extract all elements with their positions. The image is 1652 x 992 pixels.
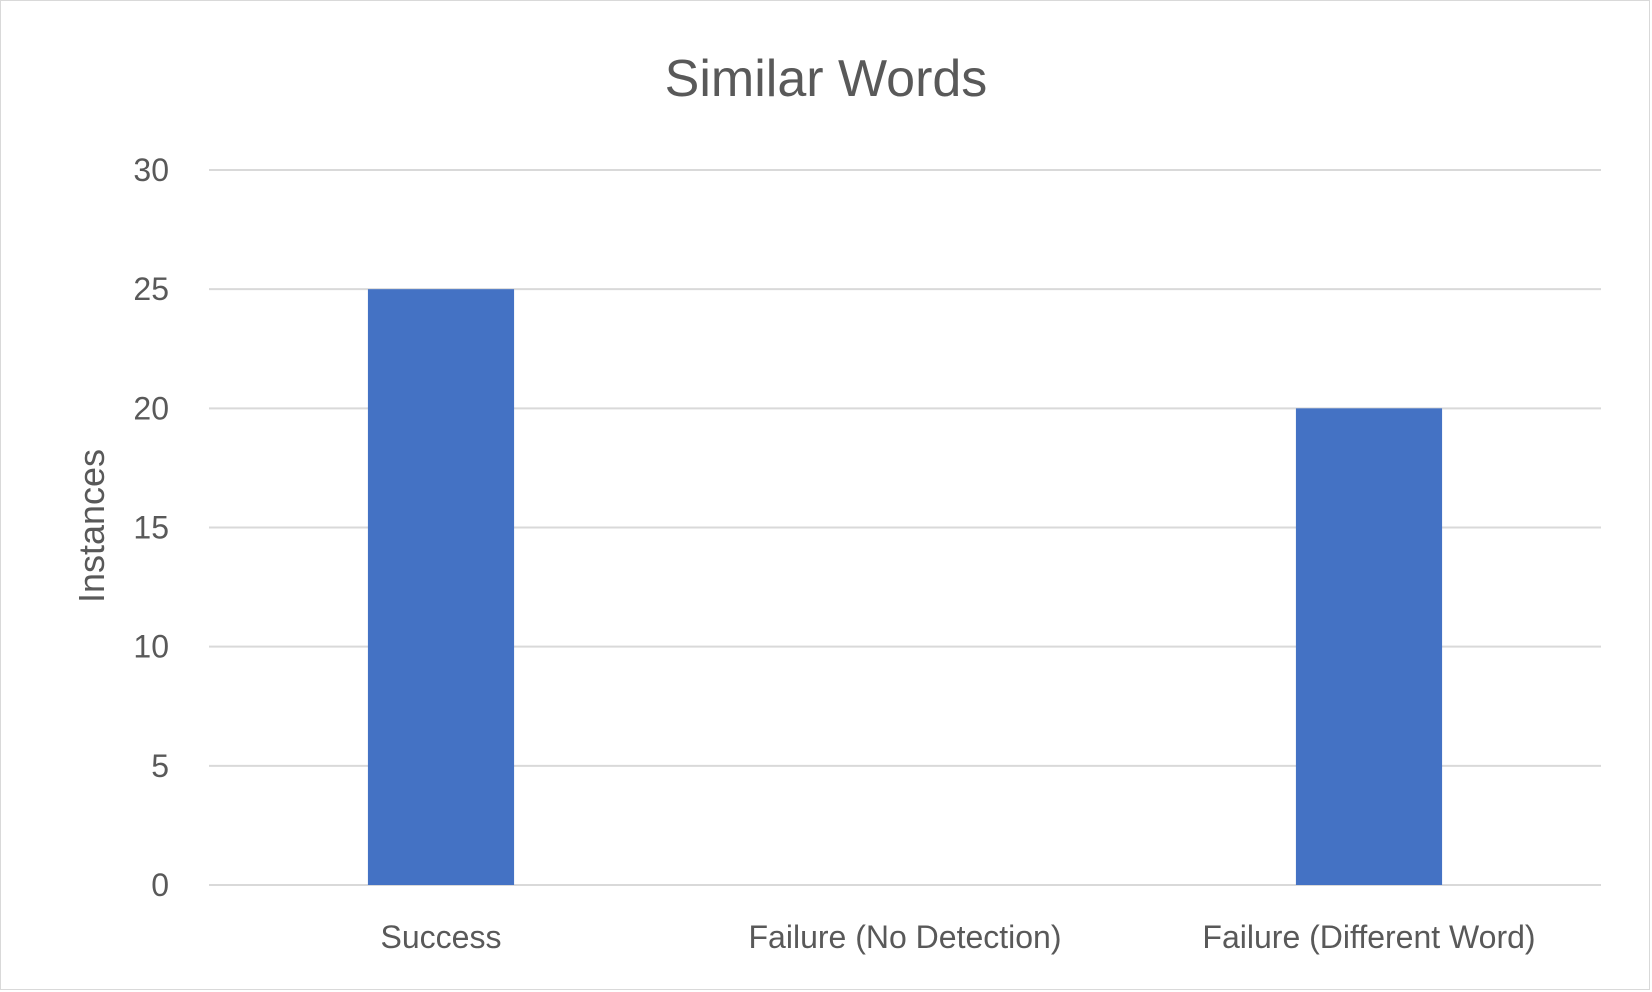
- bar: [1295, 408, 1443, 885]
- y-tick-label: 30: [133, 152, 169, 188]
- y-tick-label: 0: [151, 867, 169, 903]
- y-tick-label: 20: [133, 390, 169, 426]
- chart-title: Similar Words: [665, 50, 988, 108]
- y-tick-label: 15: [133, 510, 169, 546]
- y-axis-title: Instances: [71, 449, 112, 603]
- bars: [367, 289, 1443, 886]
- bar: [367, 289, 515, 886]
- x-axis-ticks: Success Failure (No Detection) Failure (Di…: [381, 919, 1536, 955]
- y-tick-label: 25: [133, 271, 169, 307]
- x-tick-label: Failure (Different Word): [1202, 919, 1535, 955]
- y-axis-ticks: 0 5 10 15 20 25 30: [133, 152, 169, 903]
- y-tick-label: 10: [133, 629, 169, 665]
- x-tick-label: Success: [381, 919, 502, 955]
- y-tick-label: 5: [151, 748, 169, 784]
- x-tick-label: Failure (No Detection): [749, 919, 1062, 955]
